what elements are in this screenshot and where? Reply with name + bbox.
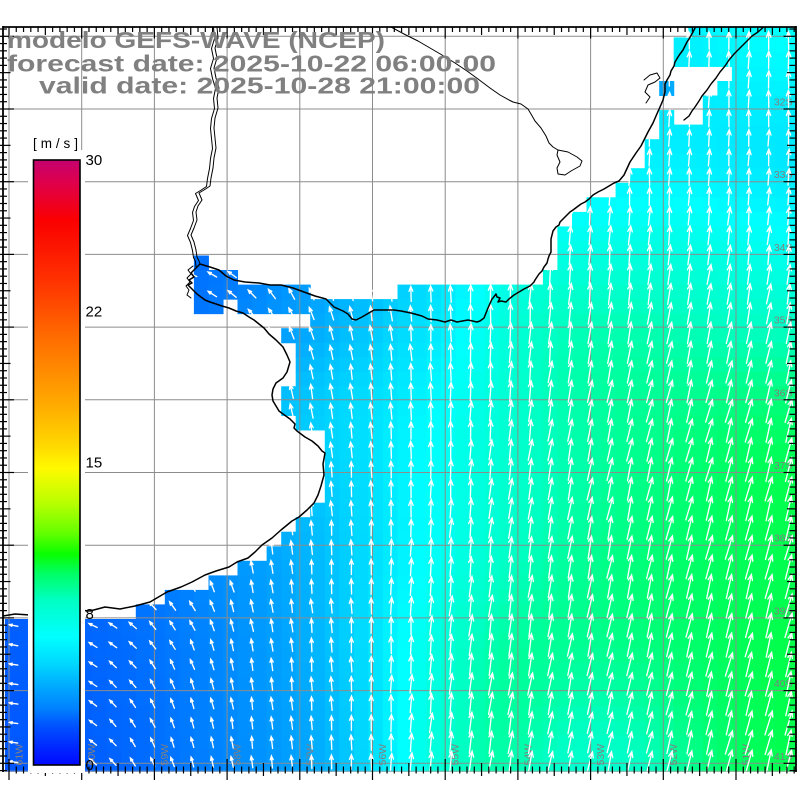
svg-text:0: 0 xyxy=(86,757,94,774)
svg-text:52W: 52W xyxy=(668,744,680,766)
svg-text:38S: 38S xyxy=(774,533,793,545)
svg-text:[m/s]: [m/s] xyxy=(33,136,78,151)
svg-text:56W: 56W xyxy=(377,744,389,766)
svg-text:55W: 55W xyxy=(450,744,462,766)
svg-text:61W: 61W xyxy=(14,744,26,766)
svg-text:60W: 60W xyxy=(86,744,98,766)
svg-text:58W: 58W xyxy=(232,744,244,766)
svg-text:modelo GEFS-WAVE (NCEP): modelo GEFS-WAVE (NCEP) xyxy=(7,27,385,53)
svg-text:8: 8 xyxy=(86,606,94,623)
svg-text:valid date: 2025-10-28 21:00:0: valid date: 2025-10-28 21:00:00 xyxy=(39,73,480,99)
svg-text:53W: 53W xyxy=(595,744,607,766)
svg-text:57W: 57W xyxy=(304,744,316,766)
svg-text:59W: 59W xyxy=(159,744,171,766)
svg-text:54W: 54W xyxy=(522,744,534,766)
svg-text:32S: 32S xyxy=(774,97,793,109)
svg-text:forecast date: 2025-10-22 06:0: forecast date: 2025-10-22 06:00:00 xyxy=(7,51,496,77)
svg-text:22: 22 xyxy=(86,304,103,321)
svg-text:41S: 41S xyxy=(774,751,793,763)
svg-text:15: 15 xyxy=(86,455,103,472)
svg-text:30: 30 xyxy=(86,152,103,169)
